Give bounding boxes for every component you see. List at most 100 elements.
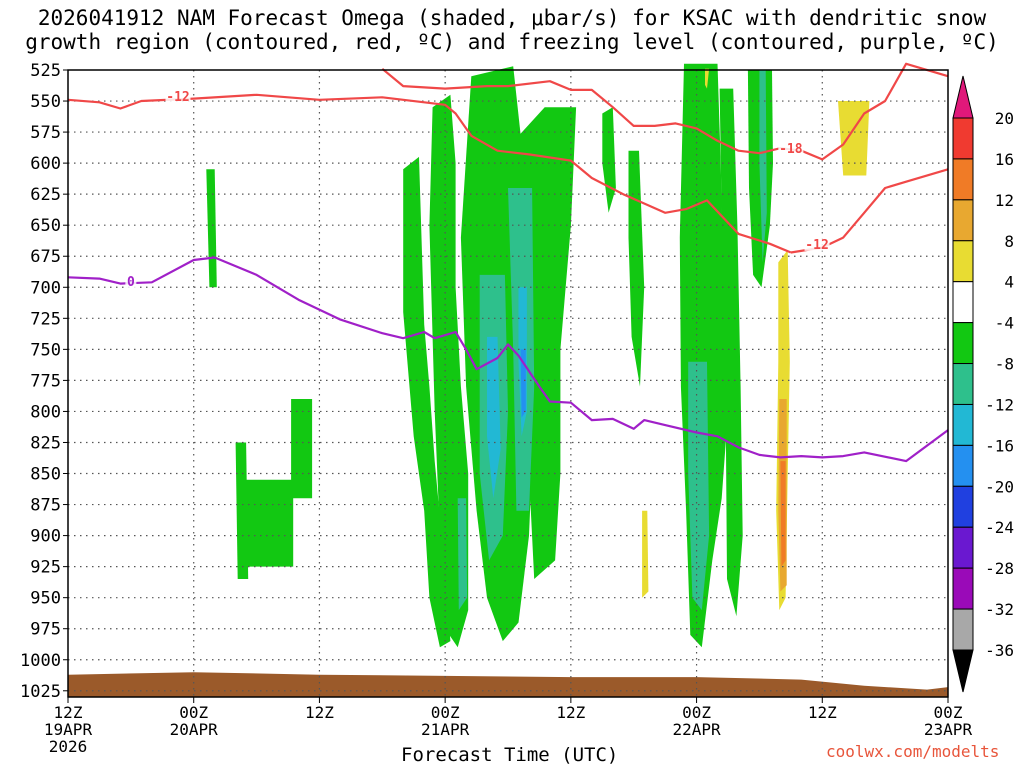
colorbar-bottom-arrow [952, 649, 974, 693]
y-tick-label-17: 950 [30, 589, 61, 609]
colorbar-cell-12 [952, 608, 974, 651]
x-tick-label-0-1: 12Z [54, 703, 83, 722]
x-tick-label-2-1: 12Z [305, 703, 334, 722]
contour-label-bg-0 [165, 89, 191, 104]
omega-region-23 [642, 510, 649, 598]
x-tick-label-3-1: 00Z [431, 703, 460, 722]
y-tick-label-20: 1025 [20, 682, 61, 702]
colorbar-label-7: -12 [985, 395, 1014, 414]
omega-region-0 [206, 169, 217, 288]
x-tick-label-3-2: 21APR [421, 720, 470, 739]
contour-line-2 [381, 62, 949, 161]
contour-label-bg-3 [125, 274, 137, 289]
contour-label-2: -18 [779, 142, 803, 157]
terrain-area [68, 672, 948, 697]
colorbar-cell-0 [952, 117, 974, 160]
colorbar-cell-9 [952, 485, 974, 528]
colorbar-label-8: -16 [985, 436, 1014, 455]
y-tick-label-2: 575 [30, 123, 61, 143]
colorbar-cell-6 [952, 363, 974, 405]
terrain-fill [68, 672, 948, 697]
contour-label-3: 0 [127, 275, 135, 290]
y-tick-label-10: 775 [30, 371, 61, 391]
colorbar-label-10: -24 [985, 518, 1014, 537]
omega-region-18 [487, 336, 501, 499]
omega-region-21 [838, 101, 870, 176]
title-line-1: 2026041912 NAM Forecast Omega (shaded, μ… [37, 6, 987, 30]
colorbar-cell-1 [952, 158, 974, 201]
y-tick-label-8: 725 [30, 309, 61, 329]
y-tick-label-18: 975 [30, 620, 61, 640]
title-line-2: growth region (contoured, red, ºC) and f… [25, 30, 999, 54]
omega-region-3 [291, 399, 313, 499]
colorbar-cell-7 [952, 403, 974, 446]
colorbar: 20 16 12 8 4 -4 -8 -12 -16 -20 -24 -28 -32 -36 [952, 75, 1014, 693]
omega-region-1 [235, 442, 249, 579]
colorbar-cell-3 [952, 240, 974, 283]
colorbar-label-13: -36 [985, 641, 1014, 660]
y-tick-label-5: 650 [30, 216, 61, 236]
contour-line-3 [67, 256, 949, 463]
colorbar-label-2: 12 [995, 191, 1014, 210]
x-tick-label-4-1: 12Z [556, 703, 585, 722]
omega-region-8 [602, 107, 616, 213]
x-tick-label-6-1: 12Z [808, 703, 837, 722]
omega-region-4 [403, 156, 451, 648]
contour-label-1: -12 [805, 238, 828, 253]
y-tick-label-6: 675 [30, 247, 61, 267]
omega-region-16 [688, 361, 710, 611]
y-tick-label-19: 1000 [20, 651, 61, 671]
plot-frame [67, 69, 949, 698]
x-axis-label: Forecast Time (UTC) [401, 744, 619, 766]
colorbar-label-6: -8 [995, 355, 1014, 374]
colorbar-label-0: 20 [995, 109, 1014, 128]
y-tick-label-13: 850 [30, 465, 61, 485]
contour-label-0: -12 [166, 90, 189, 105]
x-tick-label-7-2: 23APR [924, 720, 973, 739]
colorbar-cell-2 [952, 199, 974, 242]
x-tick-label-7-1: 00Z [934, 703, 963, 722]
y-tick-label-1: 550 [30, 92, 61, 112]
colorbar-cell-11 [952, 567, 974, 610]
y-tick-label-7: 700 [30, 278, 61, 298]
omega-region-2 [246, 479, 294, 567]
pressure-axis: 525 550 575 600 625 650 675 700 725 750 775 800 825 8… [20, 61, 68, 702]
y-tick-label-3: 600 [30, 154, 61, 174]
y-tick-label-9: 750 [30, 340, 61, 360]
x-tick-label-5-2: 22APR [672, 720, 721, 739]
contour-label-bg-1 [804, 236, 830, 251]
colorbar-label-11: -28 [985, 559, 1014, 578]
chart-title: 2026041912 NAM Forecast Omega (shaded, μ… [0, 6, 1024, 54]
colorbar-label-3: 8 [1004, 232, 1014, 251]
colorbar-label-1: 16 [995, 150, 1014, 169]
colorbar-label-12: -32 [985, 600, 1014, 619]
x-tick-label-1-2: 20APR [170, 720, 219, 739]
contour-label-bg-2 [778, 141, 804, 156]
colorbar-cell-5 [952, 322, 974, 365]
colorbar-cell-4 [952, 281, 974, 324]
omega-region-26 [780, 461, 786, 567]
omega-region-17 [759, 70, 767, 263]
colorbar-cell-8 [952, 444, 974, 487]
x-tick-label-1-1: 00Z [179, 703, 208, 722]
y-tick-label-16: 925 [30, 558, 61, 578]
colorbar-cell-10 [952, 526, 974, 569]
temperature-contours: -12 -12 -18 0 [67, 62, 949, 463]
y-tick-label-12: 825 [30, 433, 61, 453]
credit-text: coolwx.com/modelts [826, 742, 1000, 761]
x-tick-label-5-1: 00Z [682, 703, 711, 722]
colorbar-label-5: -4 [995, 314, 1014, 333]
omega-region-9 [628, 150, 645, 387]
x-tick-label-0-3: 2026 [49, 737, 88, 756]
y-tick-label-4: 625 [30, 185, 61, 205]
omega-region-22 [705, 68, 710, 89]
y-tick-label-11: 800 [30, 402, 61, 422]
colorbar-top-arrow [952, 75, 974, 119]
y-tick-label-15: 900 [30, 527, 61, 547]
colorbar-label-4: 4 [1004, 273, 1014, 292]
omega-region-13 [457, 498, 468, 611]
y-tick-label-0: 525 [30, 61, 61, 81]
grid-lines [68, 70, 948, 697]
